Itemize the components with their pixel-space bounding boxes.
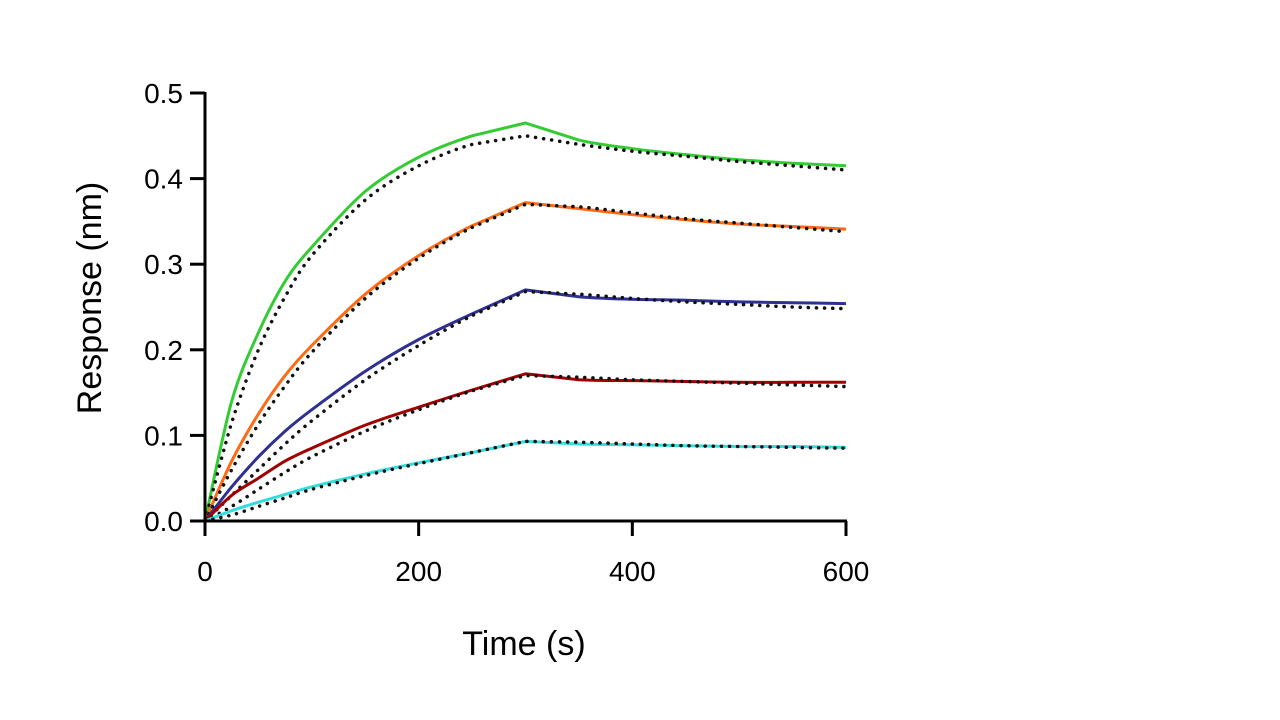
series-1 xyxy=(203,121,848,523)
series-3-fit-line xyxy=(203,289,848,523)
x-tick-label: 600 xyxy=(823,556,870,587)
y-tick-label: 0.5 xyxy=(144,78,183,109)
series-2-data-line xyxy=(203,201,847,522)
series-3-data-line xyxy=(203,288,847,522)
axes: 0.0 0.1 0.2 0.3 0.4 0.5 0 200 400 600 xyxy=(144,78,869,587)
series-2 xyxy=(203,201,848,523)
x-tick-label: 0 xyxy=(197,556,213,587)
x-tick-label: 200 xyxy=(395,556,442,587)
series-2-fit-line xyxy=(203,202,848,523)
series-4-fit-line xyxy=(203,373,848,523)
y-tick-label: 0.2 xyxy=(144,335,183,366)
plot-area xyxy=(203,121,848,523)
y-tick-label: 0.4 xyxy=(144,164,183,195)
y-tick-label: 0.0 xyxy=(144,506,183,537)
x-axis-title: Time (s) xyxy=(462,625,585,663)
series-1-fit-line xyxy=(203,134,848,523)
y-axis-title: Response (nm) xyxy=(71,182,109,414)
x-tick-label: 400 xyxy=(609,556,656,587)
series-5-fit-line xyxy=(203,439,848,523)
y-tick-label: 0.3 xyxy=(144,249,183,280)
series-5 xyxy=(203,439,848,523)
series-3 xyxy=(203,288,848,523)
series-1-data-line xyxy=(203,121,847,522)
series-4 xyxy=(203,372,848,523)
y-tick-label: 0.1 xyxy=(144,420,183,451)
